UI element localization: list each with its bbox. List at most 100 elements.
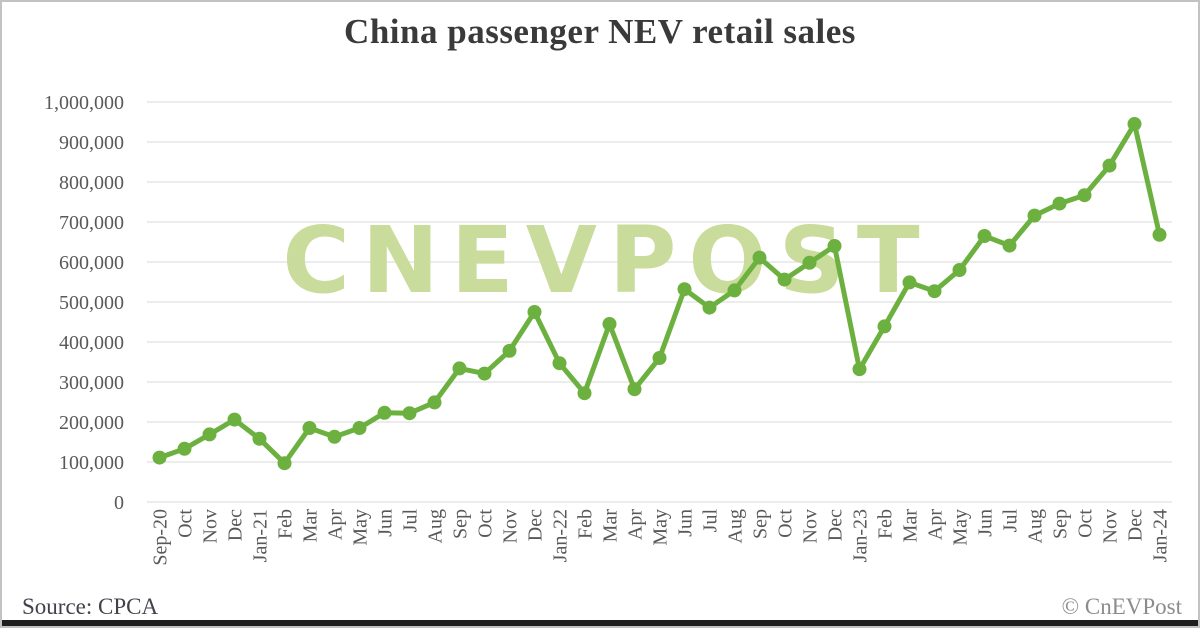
x-axis-label: Sep <box>450 509 472 539</box>
y-axis-label: 800,000 <box>59 172 124 194</box>
x-axis-label: Oct <box>775 509 797 538</box>
data-point-marker <box>502 343 517 358</box>
y-axis-label: 900,000 <box>59 132 124 154</box>
y-axis-label: 1,000,000 <box>44 92 124 114</box>
x-axis-label: Aug <box>425 509 447 543</box>
data-point-marker <box>977 229 992 243</box>
data-point-marker <box>927 284 942 299</box>
data-point-marker <box>527 305 542 319</box>
x-axis-label: Jun <box>675 509 697 537</box>
data-point-marker <box>677 282 692 297</box>
x-axis-label: Sep <box>1050 509 1072 539</box>
watermark-text: CNEVPOST <box>282 207 931 314</box>
data-point-marker <box>702 300 717 315</box>
data-point-marker <box>552 356 567 371</box>
x-axis-label: Feb <box>875 509 897 539</box>
x-axis-label: Dec <box>1125 509 1147 541</box>
x-axis-label: Oct <box>175 509 197 538</box>
y-axis-label: 700,000 <box>59 212 124 234</box>
data-point-marker <box>1077 188 1092 203</box>
data-point-marker <box>302 421 317 435</box>
data-point-marker <box>452 361 467 376</box>
x-axis-label: Jan-22 <box>550 509 572 562</box>
data-point-marker <box>852 362 867 377</box>
x-axis-label: Mar <box>600 509 622 543</box>
x-axis-label: Dec <box>525 509 547 541</box>
x-axis-label: Nov <box>800 509 822 543</box>
data-point-marker <box>752 250 767 265</box>
data-point-marker <box>477 366 492 381</box>
x-axis-label: Dec <box>825 509 847 541</box>
data-point-marker <box>1052 196 1067 211</box>
y-axis-label: 300,000 <box>59 372 124 394</box>
data-point-marker <box>1152 227 1167 242</box>
data-point-marker <box>202 427 217 442</box>
y-axis-label: 600,000 <box>59 252 124 274</box>
x-axis-label: Jul <box>400 509 422 533</box>
data-point-marker <box>1002 238 1017 253</box>
x-axis-label: Nov <box>200 509 222 543</box>
data-point-marker <box>577 386 592 401</box>
data-point-marker <box>877 319 892 334</box>
x-axis-label: Aug <box>725 509 747 543</box>
y-axis-label: 200,000 <box>59 412 124 434</box>
data-point-marker <box>402 406 417 421</box>
data-point-marker <box>177 441 192 456</box>
x-axis-label: Oct <box>475 509 497 538</box>
data-point-marker <box>952 263 967 277</box>
x-axis-label: Apr <box>325 509 347 540</box>
copyright-label: © CnEVPost <box>1061 594 1182 619</box>
x-axis-label: Feb <box>575 509 597 539</box>
x-axis-label: Nov <box>500 509 522 543</box>
data-point-marker <box>627 382 642 397</box>
data-point-marker <box>1102 158 1117 173</box>
x-axis-label: Jun <box>975 509 997 537</box>
x-axis-label: Sep <box>750 509 772 539</box>
bottom-bar <box>2 620 1198 626</box>
y-axis-label: 500,000 <box>59 292 124 314</box>
x-axis-label: Sep-20 <box>150 509 172 566</box>
x-axis-label: Mar <box>900 509 922 543</box>
x-axis-label: Oct <box>1075 509 1097 538</box>
data-point-marker <box>827 239 842 253</box>
data-point-marker <box>277 456 292 471</box>
y-axis-label: 100,000 <box>59 452 124 474</box>
x-axis-label: Aug <box>1025 509 1047 543</box>
data-point-marker <box>377 405 392 420</box>
x-axis-label: Feb <box>275 509 297 539</box>
data-point-marker <box>327 429 342 444</box>
x-axis-label: Apr <box>925 509 947 540</box>
x-axis-label: Jul <box>700 509 722 533</box>
data-point-marker <box>152 450 167 465</box>
data-point-marker <box>352 421 367 435</box>
data-point-marker <box>1027 208 1042 223</box>
data-point-marker <box>1127 117 1142 131</box>
data-point-marker <box>727 283 742 298</box>
x-axis-label: Jan-21 <box>250 509 272 562</box>
data-point-marker <box>427 395 442 410</box>
x-axis-label: Apr <box>625 509 647 540</box>
data-point-marker <box>227 412 242 427</box>
data-point-marker <box>602 317 617 331</box>
x-axis-label: May <box>350 509 372 546</box>
data-point-marker <box>777 272 792 287</box>
data-point-marker <box>252 431 267 446</box>
x-axis-label: Nov <box>1100 509 1122 543</box>
y-axis-label: 400,000 <box>59 332 124 354</box>
x-axis-label: May <box>950 509 972 546</box>
data-point-marker <box>802 255 817 270</box>
x-axis-label: Mar <box>300 509 322 543</box>
x-axis-label: Jul <box>1000 509 1022 533</box>
data-point-marker <box>902 275 917 290</box>
x-axis-label: Jan-24 <box>1150 509 1172 562</box>
source-label: Source: CPCA <box>22 594 159 619</box>
x-axis-label: Dec <box>225 509 247 541</box>
x-axis-label: Jan-23 <box>850 509 872 562</box>
x-axis-label: Jun <box>375 509 397 537</box>
data-point-marker <box>652 351 667 365</box>
chart-title: China passenger NEV retail sales <box>344 12 856 51</box>
x-axis-label: May <box>650 509 672 546</box>
y-axis-label: 0 <box>114 492 124 514</box>
